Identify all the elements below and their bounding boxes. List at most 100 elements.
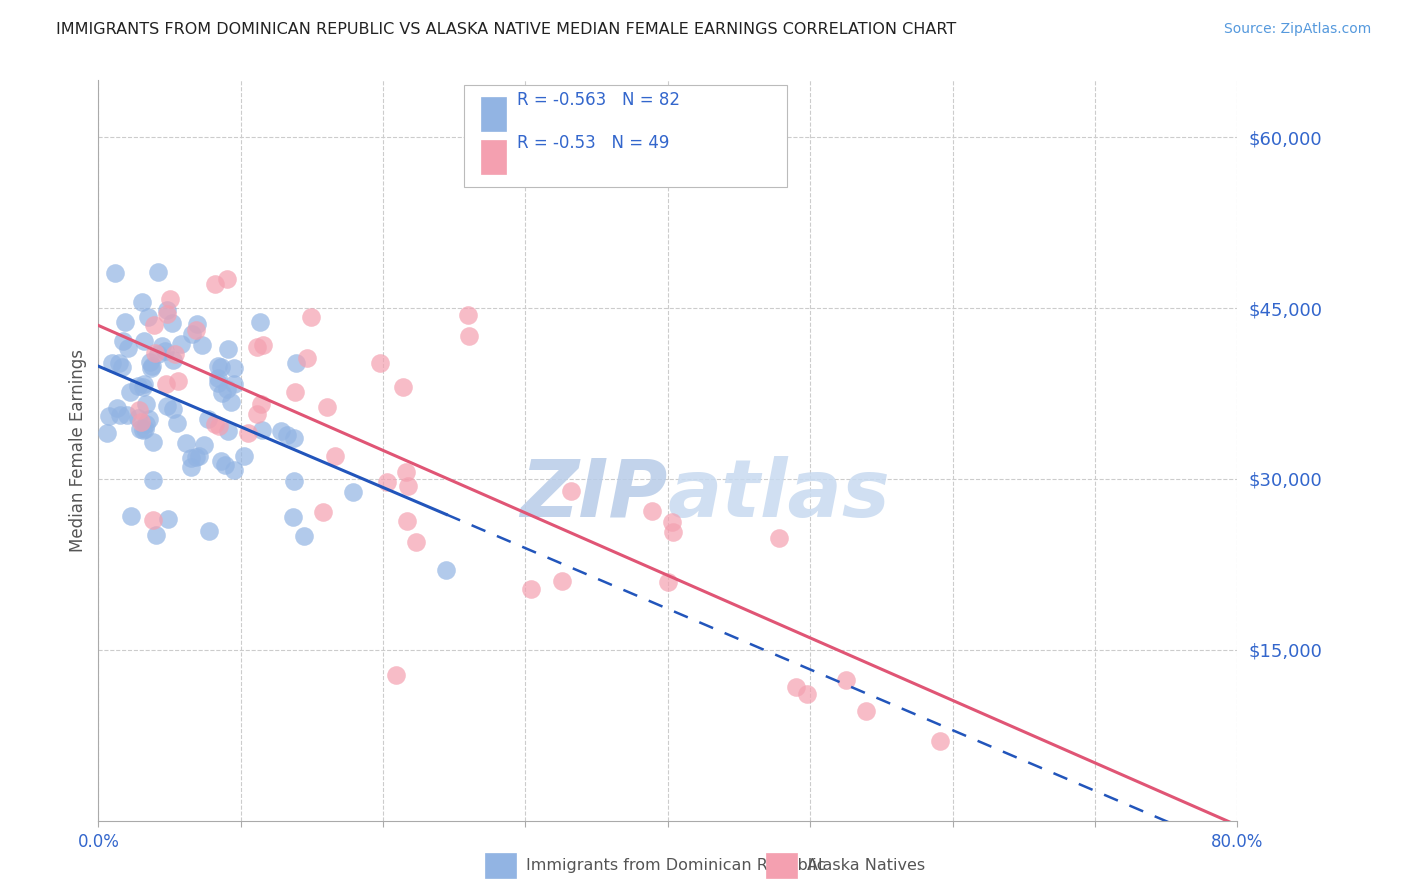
Point bbox=[138, 412, 160, 426]
Point bbox=[142, 473, 165, 487]
Point bbox=[111, 359, 134, 374]
Point bbox=[520, 582, 543, 596]
Point bbox=[560, 484, 582, 499]
Point bbox=[204, 277, 226, 291]
Point bbox=[138, 354, 160, 368]
Point bbox=[316, 400, 339, 414]
Y-axis label: Median Female Earnings: Median Female Earnings bbox=[69, 349, 87, 552]
Point bbox=[295, 351, 318, 365]
Point bbox=[224, 377, 246, 392]
Point bbox=[141, 361, 163, 376]
Point bbox=[134, 397, 156, 411]
Point bbox=[129, 421, 152, 435]
Point bbox=[191, 337, 214, 351]
Point bbox=[323, 450, 346, 464]
Point bbox=[162, 402, 184, 417]
Text: ZIP: ZIP bbox=[520, 456, 668, 534]
Point bbox=[250, 423, 273, 437]
Point bbox=[284, 356, 307, 370]
Point bbox=[197, 411, 219, 425]
Point bbox=[219, 395, 242, 409]
Point bbox=[457, 329, 479, 343]
Point bbox=[160, 317, 183, 331]
Point bbox=[342, 484, 364, 499]
Point bbox=[657, 575, 679, 590]
Point bbox=[131, 294, 153, 309]
Point bbox=[396, 514, 419, 528]
Point bbox=[155, 377, 177, 392]
Point bbox=[796, 687, 818, 701]
Point bbox=[292, 529, 315, 543]
Point bbox=[112, 334, 135, 349]
Point bbox=[768, 531, 790, 545]
Point bbox=[180, 450, 202, 465]
Point bbox=[207, 359, 229, 373]
Point bbox=[150, 339, 173, 353]
Point bbox=[132, 377, 155, 392]
Point bbox=[238, 426, 260, 441]
Point bbox=[283, 431, 305, 445]
Point bbox=[159, 292, 181, 306]
Point bbox=[105, 401, 128, 415]
Point bbox=[135, 417, 157, 431]
Point bbox=[96, 425, 118, 440]
Point bbox=[217, 382, 239, 396]
Point bbox=[551, 574, 574, 588]
Point bbox=[162, 353, 184, 368]
Point bbox=[385, 668, 408, 682]
Text: R = -0.53   N = 49: R = -0.53 N = 49 bbox=[517, 134, 669, 152]
Point bbox=[198, 524, 221, 538]
Point bbox=[181, 327, 204, 342]
Point bbox=[188, 449, 211, 463]
Point bbox=[142, 513, 165, 527]
Point bbox=[142, 318, 165, 332]
Point bbox=[246, 407, 269, 421]
Point bbox=[855, 704, 877, 718]
Point bbox=[207, 371, 229, 385]
Point bbox=[118, 385, 141, 400]
Point bbox=[108, 409, 131, 423]
Point bbox=[224, 360, 246, 375]
Point bbox=[117, 409, 139, 423]
Point bbox=[250, 396, 273, 410]
Point bbox=[101, 356, 124, 370]
Point bbox=[132, 334, 155, 348]
Point bbox=[661, 525, 683, 540]
Point bbox=[186, 318, 208, 332]
Point bbox=[283, 385, 305, 400]
Point bbox=[131, 380, 153, 394]
Point bbox=[146, 265, 169, 279]
Point bbox=[207, 419, 229, 434]
Point bbox=[128, 403, 150, 417]
Point bbox=[434, 563, 457, 577]
Point bbox=[207, 376, 229, 390]
Point bbox=[214, 458, 236, 472]
Point bbox=[166, 416, 188, 430]
Point bbox=[405, 535, 427, 549]
Point bbox=[211, 386, 233, 401]
Point bbox=[156, 307, 179, 321]
Point bbox=[167, 375, 190, 389]
Point bbox=[252, 338, 274, 352]
Point bbox=[217, 424, 239, 438]
Point bbox=[138, 310, 160, 324]
Point bbox=[134, 422, 156, 436]
Point bbox=[249, 315, 271, 329]
Point bbox=[375, 475, 398, 489]
Point bbox=[193, 438, 215, 452]
Point bbox=[153, 344, 176, 359]
Point bbox=[457, 308, 479, 322]
Point bbox=[156, 302, 179, 317]
Point bbox=[204, 417, 226, 431]
Point bbox=[312, 504, 335, 518]
Point bbox=[184, 323, 207, 337]
Point bbox=[641, 504, 664, 518]
Point bbox=[156, 400, 179, 414]
Point bbox=[165, 347, 187, 361]
Point bbox=[157, 512, 180, 526]
Point bbox=[928, 733, 950, 747]
Point bbox=[104, 266, 127, 280]
Point bbox=[117, 341, 139, 355]
Point bbox=[222, 463, 245, 477]
Point bbox=[186, 450, 208, 464]
